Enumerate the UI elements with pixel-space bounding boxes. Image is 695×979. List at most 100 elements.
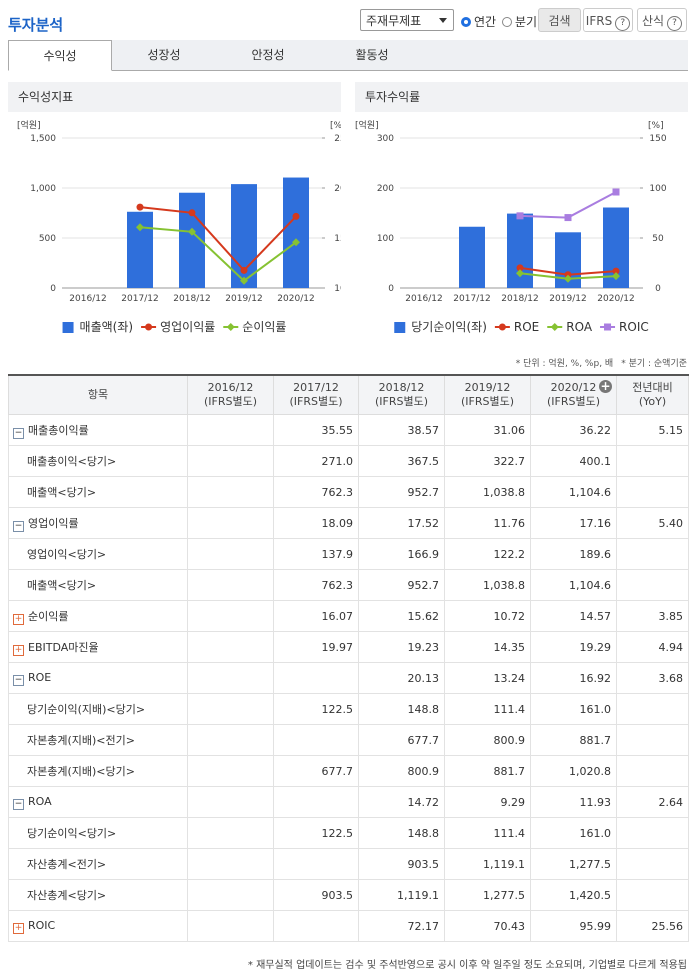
expand-icon[interactable]: − (13, 674, 24, 686)
column-header: 항목 (8, 374, 188, 415)
expand-icon[interactable]: + (13, 613, 24, 625)
table-row: 영업이익<당기> 137.9 166.9 122.2 189.6 (8, 538, 689, 570)
tab[interactable]: 성장성 (147, 48, 181, 62)
expand-icon[interactable]: − (13, 427, 24, 439)
value-cell (273, 848, 359, 880)
button-label: 검색 (548, 14, 571, 28)
value-cell: 1,119.1 (444, 848, 531, 880)
line-marker (550, 323, 559, 331)
value-cell (273, 910, 359, 942)
value-cell: 19.29 (530, 631, 617, 663)
line-marker (136, 203, 144, 211)
expand-icon[interactable]: + (13, 922, 24, 934)
value-cell: 148.8 (358, 817, 445, 849)
x-tick-label: 2018/12 (501, 294, 538, 304)
value-cell: 17.16 (530, 507, 617, 539)
value-cell: 137.9 (273, 538, 359, 570)
y2-tick-label: 0 (655, 284, 661, 294)
column-header-text: 항목 (87, 388, 109, 401)
note-item: * 단위 : 억원, %, %p, 배 (515, 359, 614, 369)
tab-bar: 수익성 성장성 안정성 활동성 (8, 40, 688, 71)
value-cell (187, 507, 274, 539)
table-row: 매출액<당기> 762.3 952.7 1,038.8 1,104.6 (8, 569, 689, 601)
y2-tick-label: 20 (334, 184, 341, 194)
radio-dot[interactable] (502, 16, 512, 27)
value-cell: 35.55 (273, 414, 359, 446)
footnote: * 재무실적 업데이트는 검수 및 주석반영으로 공시 이후 약 일주일 정도 … (247, 960, 687, 971)
header-button[interactable]: IFRS? (583, 8, 633, 32)
value-cell: 2.64 (616, 786, 689, 818)
row-label-cell: 자산총계<전기> (8, 848, 188, 880)
expand-icon[interactable]: − (13, 520, 24, 532)
period-radio[interactable]: 연간 (461, 13, 496, 30)
column-header-text: (YoY) (638, 395, 667, 408)
y2-tick-label: 100 (649, 184, 666, 194)
value-cell: 19.97 (273, 631, 359, 663)
y-axis-unit: [억원] (355, 119, 379, 131)
value-cell (273, 662, 359, 694)
value-cell (616, 445, 689, 477)
x-tick-label: 2018/12 (173, 294, 210, 304)
table-row: 자산총계<당기> 903.5 1,119.1 1,277.5 1,420.5 (8, 879, 689, 911)
row-label: EBITDA마진율 (28, 640, 99, 654)
tab[interactable]: 수익성 (8, 40, 112, 71)
value-cell: 72.17 (358, 910, 445, 942)
x-tick-label: 2019/12 (225, 294, 262, 304)
header-button[interactable]: 검색 (538, 8, 581, 32)
legend-label: 영업이익률 (160, 320, 215, 334)
value-cell (187, 910, 274, 942)
statement-select[interactable]: 주재무제표 (360, 9, 454, 31)
value-cell: 13.24 (444, 662, 531, 694)
table-row: 자본총계(지배)<전기> 677.7 800.9 881.7 (8, 724, 689, 756)
expand-icon[interactable]: + (13, 644, 24, 656)
table-row: 당기순이익<당기> 122.5 148.8 111.4 161.0 (8, 817, 689, 849)
legend-label: ROE (514, 320, 539, 334)
value-cell: 1,104.6 (530, 476, 617, 508)
value-cell: 122.2 (444, 538, 531, 570)
row-label: 자산총계<당기> (27, 889, 107, 902)
header-row: 항목 2016/12 (IFRS별도) 2017/12 (IFRS별도) 2018/12(… (8, 374, 689, 415)
row-label: 자본총계(지배)<전기> (27, 734, 135, 747)
value-cell: 903.5 (273, 879, 359, 911)
legend-label: ROA (566, 320, 593, 334)
legend-swatch (394, 322, 406, 333)
row-label-cell: − 매출총이익률 (8, 414, 188, 446)
column-header-text: (IFRS별도) (460, 395, 515, 408)
value-cell (616, 848, 689, 880)
value-cell (187, 817, 274, 849)
value-cell: 677.7 (358, 724, 445, 756)
row-label-cell: 영업이익<당기> (8, 538, 188, 570)
y-tick-label: 1,000 (30, 184, 56, 194)
value-cell (187, 631, 274, 663)
tab[interactable]: 활동성 (355, 48, 389, 62)
value-cell: 95.99 (530, 910, 617, 942)
column-header-text: (IFRS별도) (203, 395, 258, 408)
column-header-text: 2018/12 (378, 381, 425, 394)
value-cell: 322.7 (444, 445, 531, 477)
value-cell (187, 445, 274, 477)
page-title: 투자분석 (8, 16, 64, 34)
row-label: 순이익률 (28, 609, 69, 623)
row-label: 당기순이익(지배)<당기> (27, 703, 146, 716)
period-radio[interactable]: 분기 (502, 13, 537, 30)
value-cell: 14.72 (358, 786, 445, 818)
y2-tick-label: 15 (334, 234, 341, 244)
bar (127, 211, 153, 288)
radio-dot[interactable] (461, 16, 471, 27)
line-marker (564, 214, 572, 222)
value-cell: 25.56 (616, 910, 689, 942)
value-cell: 1,038.8 (444, 569, 531, 601)
value-cell: 122.5 (273, 817, 359, 849)
y-axis-unit: [억원] (17, 119, 41, 131)
y-tick-label: 100 (377, 234, 394, 244)
line-marker (612, 267, 620, 275)
tab[interactable]: 안정성 (251, 48, 285, 62)
help-icon[interactable]: ? (615, 16, 631, 31)
expand-icon[interactable]: − (13, 798, 24, 810)
value-cell: 1,119.1 (358, 879, 445, 911)
header-button[interactable]: 산식? (637, 8, 687, 32)
legend-label: 순이익률 (242, 320, 286, 334)
add-icon[interactable]: + (599, 379, 612, 393)
help-icon[interactable]: ? (667, 16, 683, 31)
series-line (139, 206, 297, 272)
